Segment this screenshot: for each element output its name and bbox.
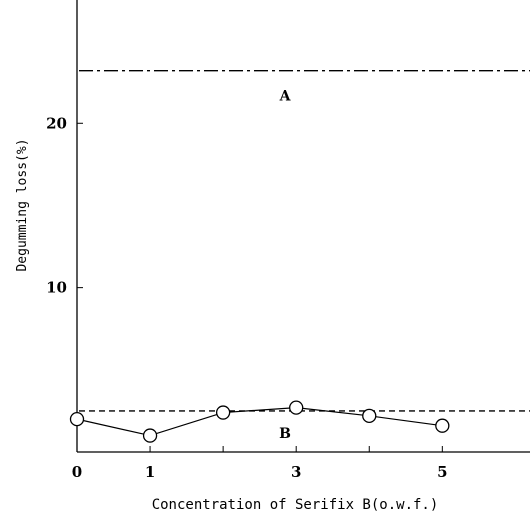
data-point [362,408,377,423]
series-line [76,407,443,437]
x-tick-label: 0 [72,463,82,481]
reference-label-b: B [279,426,291,442]
reference-label-a: A [279,89,292,105]
series-group [69,400,450,443]
data-point [69,411,85,427]
axes: 0 1 3 5 10 20 [46,0,530,481]
x-tick-label: 3 [291,463,301,481]
data-point [142,428,158,443]
data-point [289,400,304,415]
y-tick-label: 10 [46,279,67,297]
y-tick-label: 20 [46,114,67,132]
x-tick-label: 5 [437,463,447,481]
data-point [435,418,450,433]
y-axis-title: Degumming loss(%) [15,138,30,271]
x-tick-label: 1 [145,463,155,481]
x-axis-title: Concentration of Serifix B(o.w.f.) [152,497,439,513]
reference-lines: AB [79,69,530,442]
data-point [215,405,231,420]
labels: Concentration of Serifix B(o.w.f.) Degumm… [15,138,438,513]
